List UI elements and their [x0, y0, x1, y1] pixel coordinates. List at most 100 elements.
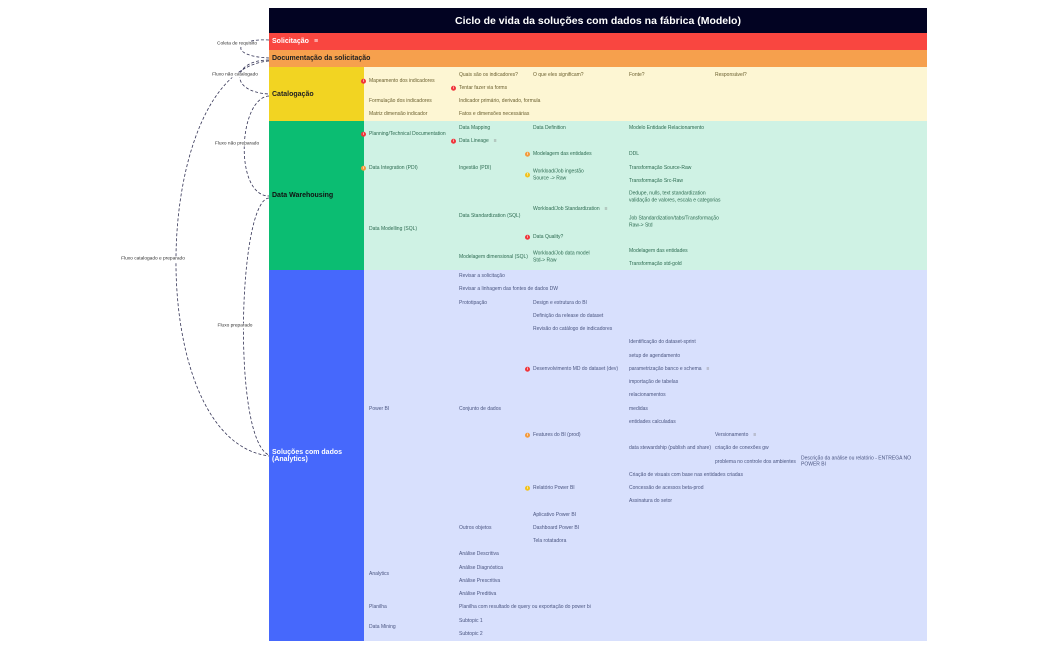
note-icon[interactable]: ≡	[493, 137, 497, 144]
topic-item[interactable]: Indicador primário, derivado, formula	[459, 98, 540, 105]
topic-item[interactable]: Data Definition	[533, 125, 566, 132]
topic-label: Data Standardization (SQL)	[459, 212, 521, 219]
stage-label[interactable]: Catalogação	[269, 67, 364, 121]
topic-item[interactable]: Análise Diagnóstica	[459, 564, 503, 571]
topic-item[interactable]: Definição da release do dataset	[533, 313, 603, 320]
topic-item[interactable]: Fatos e dimensões necessárias	[459, 111, 529, 118]
topic-item[interactable]: Planilha	[369, 604, 387, 611]
topic-label: Subtopic 1	[459, 617, 483, 624]
topic-item[interactable]: Data Standardization (SQL)	[459, 213, 520, 220]
topic-item[interactable]: Descrição da análise ou relatório - ENTR…	[801, 455, 927, 468]
topic-item[interactable]: Transformação Source-Raw	[629, 165, 691, 172]
topic-item[interactable]: Prototipação	[459, 299, 487, 306]
topic-item[interactable]: ! Features do BI (prod)	[525, 432, 581, 439]
topic-item[interactable]: ! Modelagem das entidades	[525, 151, 592, 158]
connector-label: Fluxo não preparado	[213, 141, 261, 147]
stage-label[interactable]: Soluções com dados (Analytics)	[269, 270, 364, 641]
topic-item[interactable]: ! Data Integration (PDI)	[361, 165, 418, 172]
topic-item[interactable]: Subtopic 2	[459, 631, 483, 638]
note-icon[interactable]: ≡	[706, 365, 710, 372]
topic-item[interactable]: Workload/Job Standardization ≡	[533, 206, 608, 213]
topic-item[interactable]: setup de agendamento	[629, 352, 680, 359]
topic-item[interactable]: Transformação Src-Raw	[629, 178, 683, 185]
topic-item[interactable]: Conjunto de dados	[459, 405, 501, 412]
topic-item[interactable]: Formulação dos indicadores	[369, 98, 432, 105]
topic-item[interactable]: Data Modelling (SQL)	[369, 226, 417, 233]
topic-label: Descrição da análise ou relatório - ENTR…	[801, 455, 912, 468]
topic-item[interactable]: Transformação std-gold	[629, 261, 682, 268]
topic-item[interactable]: Outros objetos	[459, 525, 492, 532]
topic-item[interactable]: Dashboard Power BI	[533, 525, 579, 532]
priority-orange-icon: !	[525, 150, 530, 157]
topic-item[interactable]: Análise Prescritiva	[459, 578, 500, 585]
stage-label: Solicitação	[272, 38, 309, 45]
topic-item[interactable]: Fonte?	[629, 72, 645, 79]
topic-label: Data Mapping	[459, 124, 491, 131]
topic-label: Aplicativo Power BI	[533, 511, 577, 518]
topic-item[interactable]: importação de tabelas	[629, 379, 678, 386]
topic-item[interactable]: Identificação do dataset-sprint	[629, 339, 696, 346]
topic-item[interactable]: Aplicativo Power BI	[533, 511, 576, 518]
topic-item[interactable]: problema no controle dos ambientes	[715, 458, 796, 465]
topic-label: medidas	[629, 405, 648, 412]
topic-item[interactable]: ! Relatório Power BI	[525, 485, 575, 492]
topic-item[interactable]: Análise Descritiva	[459, 551, 499, 558]
topic-item[interactable]: Modelagem dimensional (SQL)	[459, 254, 528, 261]
topic-item[interactable]: Planilha com resultado de query ou expor…	[459, 604, 591, 611]
topic-item[interactable]: ! Data Lineage ≡	[451, 138, 497, 145]
priority-orange-icon: !	[525, 431, 530, 438]
topic-item[interactable]: Power BI	[369, 405, 389, 412]
topic-item[interactable]: Análise Preditiva	[459, 591, 496, 598]
topic-label: Data Integration (PDI)	[369, 164, 418, 171]
note-icon[interactable]: ≡	[753, 431, 757, 438]
topic-item[interactable]: Data Mapping	[459, 125, 490, 132]
topic-item[interactable]: parametrização banco e schema ≡	[629, 366, 709, 373]
topic-label: Relatório Power BI	[533, 484, 575, 491]
topic-item[interactable]: Revisar a solicitação	[459, 273, 505, 280]
topic-item[interactable]: Subtopic 1	[459, 617, 483, 624]
topic-item[interactable]: ! Mapeamento dos indicadores	[361, 78, 435, 85]
topic-item[interactable]: medidas	[629, 405, 648, 412]
topic-label: relacionamentos	[629, 392, 666, 398]
diagram-title: Ciclo de vida da soluções com dados na f…	[269, 8, 927, 33]
topic-item[interactable]: ! Tentar fazer via forms	[451, 85, 507, 92]
topic-item[interactable]: ! Planning/Technical Documentation	[361, 131, 446, 138]
topic-label: criação de conexões gw	[715, 445, 769, 451]
topic-item[interactable]: Versionamento ≡	[715, 432, 756, 439]
topic-item[interactable]: Modelagem das entidades	[629, 248, 688, 255]
topic-item[interactable]: Concessão de acessos beta-prod	[629, 485, 704, 492]
topic-item[interactable]: entidades calculadas	[629, 419, 676, 426]
topic-item[interactable]: Tela rotatadora	[533, 538, 566, 545]
topic-item[interactable]: ! Workload/Job ingestão Source -> Raw	[525, 169, 584, 182]
topic-item[interactable]: Design e estrutura do BI	[533, 299, 587, 306]
topic-label: Ingestão (PDI)	[459, 164, 492, 171]
note-icon[interactable]: ≡	[604, 205, 608, 212]
topic-item[interactable]: Quais são os indicadores?	[459, 72, 518, 79]
priority-red-icon: !	[525, 365, 530, 372]
topic-item[interactable]: ! Data Quality?	[525, 234, 563, 241]
topic-item[interactable]: Data Mining	[369, 624, 396, 631]
topic-item[interactable]: Responsável?	[715, 72, 747, 79]
topic-item[interactable]: Criação de visuais com base nas entidade…	[629, 472, 743, 479]
topic-item[interactable]: Revisar a linhagem das fontes de dados D…	[459, 286, 558, 293]
topic-item[interactable]: Revisão do catálogo de indicadores	[533, 326, 612, 333]
topic-item[interactable]: relacionamentos	[629, 392, 666, 399]
topic-item[interactable]: Dedupe, nulls, text standardization vali…	[629, 191, 720, 204]
topic-item[interactable]: data stewardship (publish and share)	[629, 445, 711, 452]
topic-item[interactable]: Workload/Job data model Std-> Raw	[533, 251, 590, 264]
topic-item[interactable]: Analytics	[369, 571, 389, 578]
stage-documentacao[interactable]: Documentação da solicitação	[269, 50, 927, 67]
topic-item[interactable]: Ingestão (PDI)	[459, 165, 491, 172]
stage-solicitacao[interactable]: Solicitação ≡	[269, 33, 927, 50]
topic-item[interactable]: ! Desenvolvimento MD do dataset (dev)	[525, 366, 618, 373]
topic-label: Modelagem das entidades	[533, 150, 592, 157]
topic-item[interactable]: Modelo Entidade Relacionamento	[629, 125, 704, 132]
topic-label: Fonte?	[629, 71, 645, 78]
topic-item[interactable]: Job Standardization/tabs/Transformação R…	[629, 216, 719, 229]
topic-item[interactable]: Matriz dimensão indicador	[369, 111, 427, 118]
stage-label[interactable]: Data Warehousing	[269, 121, 364, 270]
topic-item[interactable]: criação de conexões gw	[715, 445, 769, 452]
topic-item[interactable]: Assinatura do setor	[629, 498, 672, 505]
topic-item[interactable]: O que eles significam?	[533, 72, 584, 79]
topic-item[interactable]: DDL	[629, 151, 639, 158]
